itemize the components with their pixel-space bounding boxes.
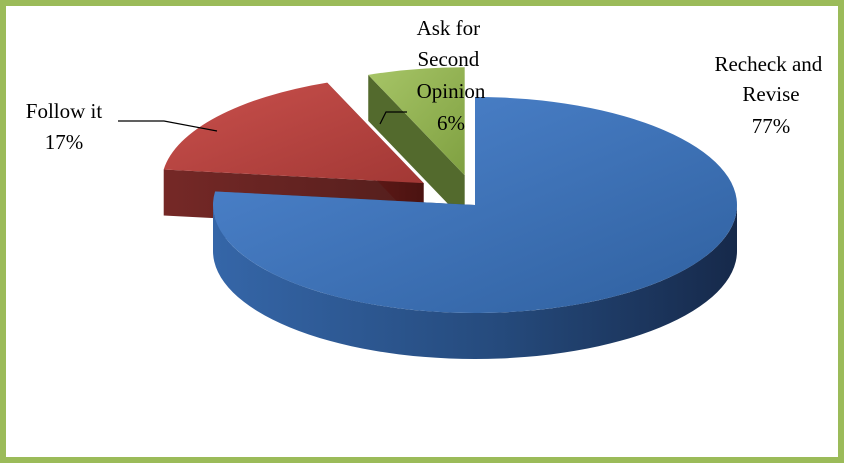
slice-top-follow-it	[163, 82, 424, 184]
slice-label-recheck-and-revise: Recheck and Revise	[714, 52, 827, 106]
slice-label-follow-it: Follow it	[26, 99, 103, 123]
slice-percent-follow-it: 17%	[45, 130, 84, 154]
slice-side-recheck-and-revise	[213, 205, 737, 359]
slice-top-ask-for-second-opinion	[368, 67, 465, 176]
leader-line-follow-it	[118, 120, 218, 132]
slice-percent-recheck-and-revise: 77%	[752, 114, 791, 138]
slice-recheck-and-revise	[213, 97, 738, 359]
leader-line-ask-for-second-opinion	[379, 111, 407, 125]
slice-label-ask-for-second-opinion: Ask for Second Opinion	[417, 16, 486, 103]
slice-top-recheck-and-revise	[213, 97, 738, 313]
slice-percent-ask-for-second-opinion: 6%	[437, 111, 465, 135]
